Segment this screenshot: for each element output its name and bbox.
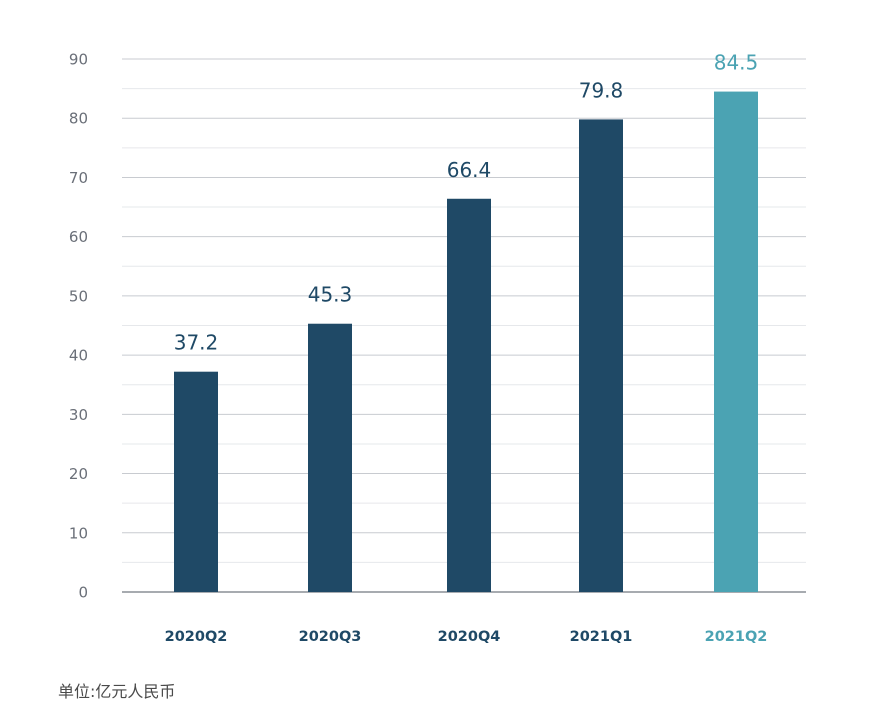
y-tick-label: 0 (78, 584, 88, 602)
x-tick-label: 2020Q4 (438, 629, 501, 645)
x-tick-label: 2021Q2 (705, 629, 768, 645)
y-tick-label: 60 (69, 228, 88, 246)
y-tick-label: 80 (69, 110, 88, 128)
y-tick-label: 90 (69, 51, 88, 69)
y-tick-label: 50 (69, 287, 88, 305)
data-label: 84.5 (714, 51, 759, 75)
y-tick-label: 20 (69, 465, 88, 483)
y-tick-label: 40 (69, 347, 88, 365)
data-label: 45.3 (308, 283, 353, 307)
data-label: 79.8 (579, 78, 624, 102)
x-tick-label: 2021Q1 (570, 629, 633, 645)
bar-2020q4 (447, 198, 491, 592)
bars (174, 91, 758, 593)
y-tick-label: 70 (69, 169, 88, 187)
bar-2020q2 (174, 371, 218, 592)
bar-2020q3 (308, 323, 352, 592)
x-tick-label: 2020Q2 (165, 629, 228, 645)
y-tick-label: 30 (69, 406, 88, 424)
y-axis: 0 10 20 30 40 50 60 70 80 90 (69, 51, 88, 602)
y-tick-label: 10 (69, 524, 88, 542)
data-label: 37.2 (174, 331, 219, 355)
unit-note: 单位:亿元人民币 (58, 682, 176, 701)
data-labels: 37.2 45.3 66.4 79.8 84.5 (174, 51, 759, 355)
data-label: 66.4 (447, 158, 492, 182)
bar-2021q2 (714, 91, 758, 593)
x-axis: 2020Q2 2020Q3 2020Q4 2021Q1 2021Q2 (165, 629, 768, 645)
x-tick-label: 2020Q3 (299, 629, 362, 645)
bar-2021q1 (579, 119, 623, 592)
